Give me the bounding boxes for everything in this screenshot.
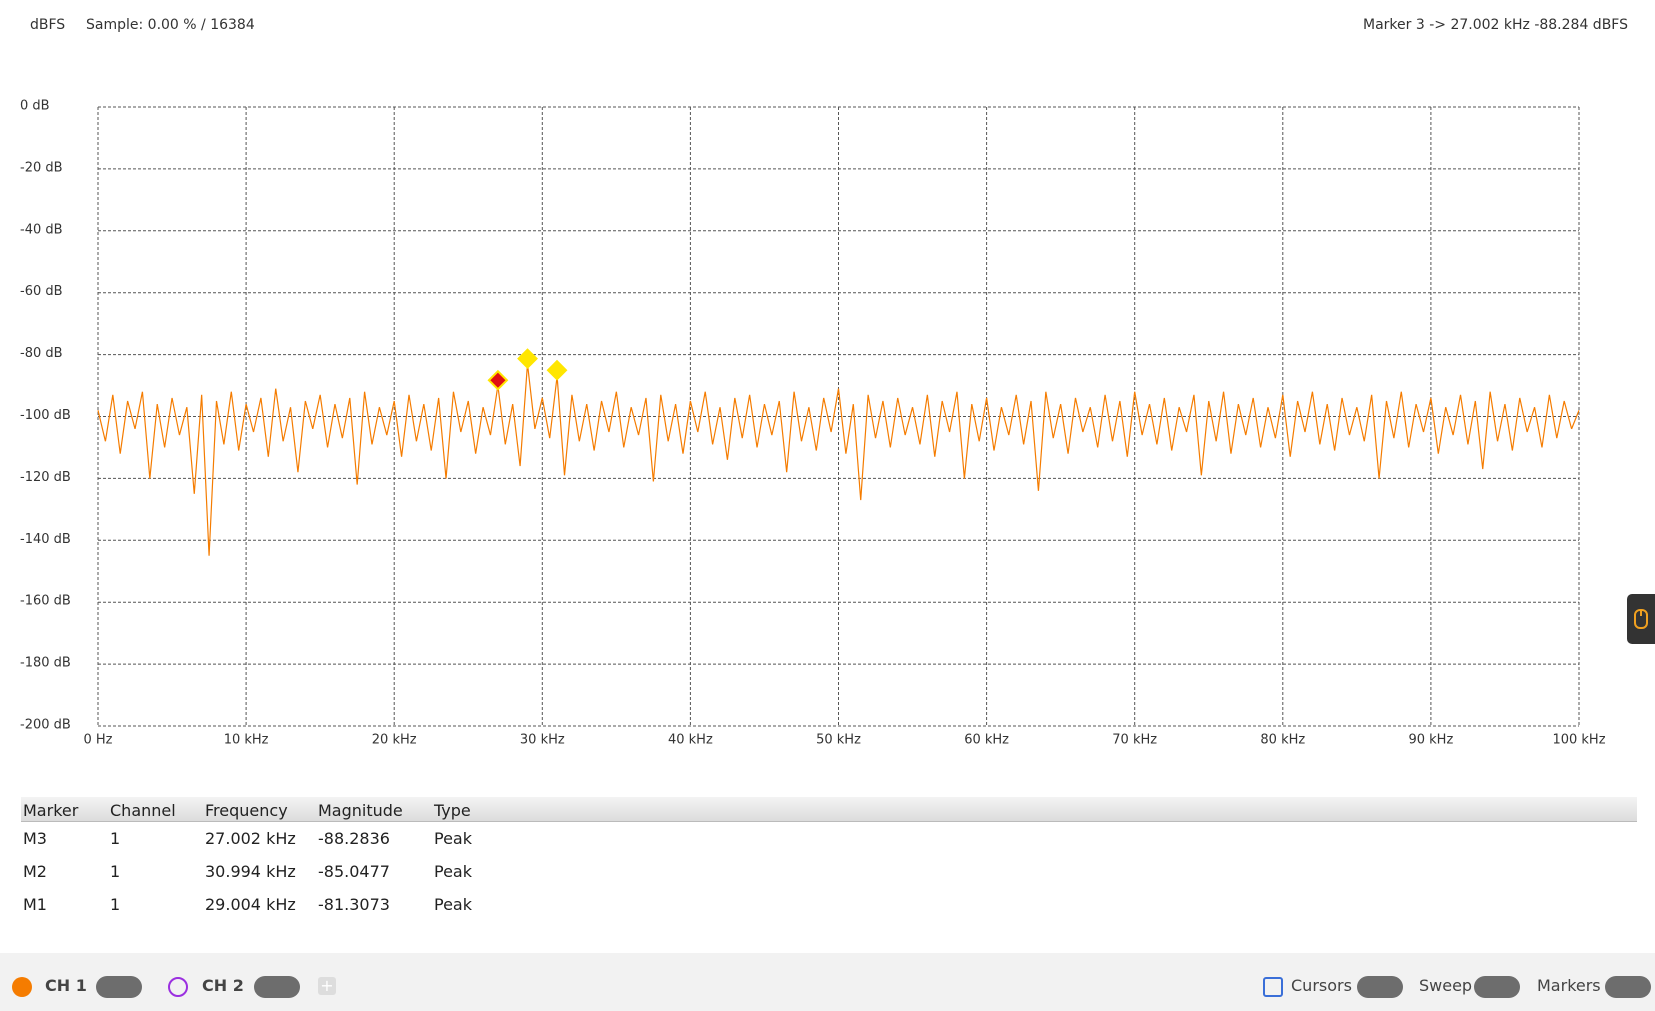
y-tick-label: -120 dB [20,470,71,485]
y-tick-label: -160 dB [20,594,71,609]
x-tick-label: 40 kHz [668,733,713,748]
side-icon [1634,609,1648,629]
spectrum-trace [97,363,1580,556]
table-cell: M2 [23,862,47,881]
x-tick-label: 0 Hz [83,733,112,748]
cursors-check[interactable] [1263,977,1283,997]
sweep-toggle[interactable] [1474,976,1520,998]
table-cell: -85.0477 [318,862,390,881]
table-header [21,797,1637,822]
peak-marker [517,348,538,370]
column-header: Marker [23,801,79,820]
cursors-label[interactable]: Cursors [1291,976,1352,995]
table-cell: Peak [434,829,472,848]
x-tick-label: 50 kHz [816,733,861,748]
x-tick-label: 20 kHz [372,733,417,748]
add-channel[interactable]: + [318,977,336,995]
table-cell: 1 [110,862,121,881]
x-tick-label: 100 kHz [1552,733,1605,748]
column-header: Frequency [205,801,288,820]
column-header: Type [434,801,471,820]
y-tick-label: -20 dB [20,160,63,175]
table-cell: M1 [23,895,47,914]
y-tick-label: -80 dB [20,346,63,361]
column-header: Magnitude [318,801,403,820]
x-tick-label: 70 kHz [1112,733,1157,748]
sweep-label[interactable]: Sweep [1419,976,1473,995]
spectrum-chart: 0 dB -20 dB -40 dB -60 dB -80 dB -100 dB -120 … [20,99,1606,748]
cursors-toggle[interactable] [1357,976,1403,998]
ch2-dot[interactable] [168,977,188,997]
ch1-toggle[interactable] [96,976,142,998]
table-cell: -88.2836 [318,829,390,848]
ch1-dot[interactable] [12,977,32,997]
ch1-label[interactable]: CH 1 [45,976,87,995]
y-tick-label: -180 dB [20,656,71,671]
table-cell: M3 [23,829,47,848]
column-header: Channel [110,801,176,820]
table-cell: Peak [434,862,472,881]
y-tick-label: -140 dB [20,532,71,547]
table-cell: 29.004 kHz [205,895,296,914]
markers-toggle[interactable] [1605,976,1651,998]
toolbar: + [0,953,1655,1011]
marker-readout: Marker 3 -> 27.002 kHz -88.284 dBFS [1363,17,1628,33]
table-cell: 30.994 kHz [205,862,296,881]
table-cell: -81.3073 [318,895,390,914]
x-tick-label: 80 kHz [1260,733,1305,748]
markers-label[interactable]: Markers [1537,976,1601,995]
x-tick-label: 60 kHz [964,733,1009,748]
y-tick-label: -40 dB [20,222,63,237]
table-cell: Peak [434,895,472,914]
sample-label: Sample: 0.00 % / 16384 [86,17,255,33]
peak-marker [546,359,568,381]
peak-marker [487,369,509,391]
y-tick-label: -60 dB [20,284,63,299]
table-cell: 1 [110,895,121,914]
x-tick-label: 90 kHz [1408,733,1453,748]
side-handle[interactable] [1627,594,1655,644]
ch2-toggle[interactable] [254,976,300,998]
table-cell: 1 [110,829,121,848]
y-tick-label: -100 dB [20,408,71,423]
x-tick-label: 30 kHz [520,733,565,748]
y-tick-label: 0 dB [20,99,50,114]
ch2-label[interactable]: CH 2 [202,976,244,995]
x-tick-label: 10 kHz [224,733,269,748]
table-cell: 27.002 kHz [205,829,296,848]
y-tick-label: -200 dB [20,718,71,733]
unit-label: dBFS [30,17,66,33]
